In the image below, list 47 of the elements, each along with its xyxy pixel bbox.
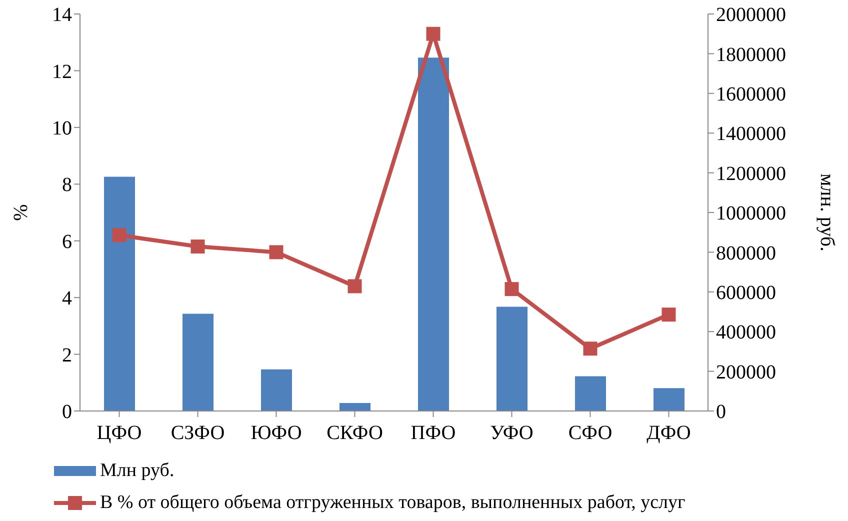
point — [348, 279, 362, 294]
bar — [575, 376, 606, 411]
y-axis-title: % — [10, 204, 32, 221]
x-tick-label: СКФО — [326, 422, 383, 444]
x-tick-label: ПФО — [410, 422, 456, 444]
y2-tick-label: 1200000 — [716, 162, 786, 185]
y2-tick-label: 600000 — [716, 282, 776, 304]
point — [112, 228, 126, 242]
y2-tick-label: 1400000 — [716, 123, 786, 146]
legend-label: Млн руб. — [100, 460, 174, 482]
y-tick-label: 4 — [62, 288, 72, 310]
point — [426, 26, 440, 41]
y2-tick-label: 400000 — [716, 322, 776, 344]
y-tick-label: 12 — [52, 60, 72, 83]
bar — [654, 388, 684, 411]
y2-tick-label: 1000000 — [716, 202, 786, 225]
legend-label: В % от общего объема отгруженных товаров, выполненных работ, услуг — [100, 492, 686, 514]
y2-tick-label: 800000 — [716, 242, 776, 264]
bar — [418, 58, 449, 411]
y-tick-label: 6 — [62, 230, 72, 253]
x-tick-label: СФО — [568, 422, 612, 444]
y-tick-label: 8 — [62, 174, 72, 196]
point — [504, 282, 519, 296]
y2-tick-label: 1800000 — [716, 44, 786, 66]
y-tick-label: 10 — [52, 118, 72, 140]
y-tick-label: 2 — [62, 344, 72, 366]
y-tick-label: 14 — [52, 4, 72, 26]
y2-tick-label: 200000 — [716, 361, 776, 384]
point — [662, 308, 676, 322]
y2-tick-label: 2000000 — [716, 4, 786, 26]
y2-tick-label: 1600000 — [716, 84, 786, 106]
bar — [496, 306, 528, 411]
y2-axis-title: млн. руб. — [816, 174, 838, 252]
bar — [340, 403, 370, 411]
x-tick-label: СЗФО — [170, 422, 225, 444]
bar — [104, 176, 135, 411]
bar — [182, 314, 214, 411]
x-tick-label: УФО — [490, 422, 534, 444]
point — [583, 342, 598, 356]
point — [269, 245, 284, 260]
bar — [261, 369, 292, 411]
x-tick-label: ЦФО — [96, 422, 142, 444]
x-tick-label: ЮФО — [250, 422, 302, 444]
y2-tick-label: 0 — [716, 401, 726, 424]
point — [190, 240, 205, 254]
x-tick-label: ДФО — [646, 422, 691, 444]
y-tick-label: 0 — [62, 401, 72, 424]
